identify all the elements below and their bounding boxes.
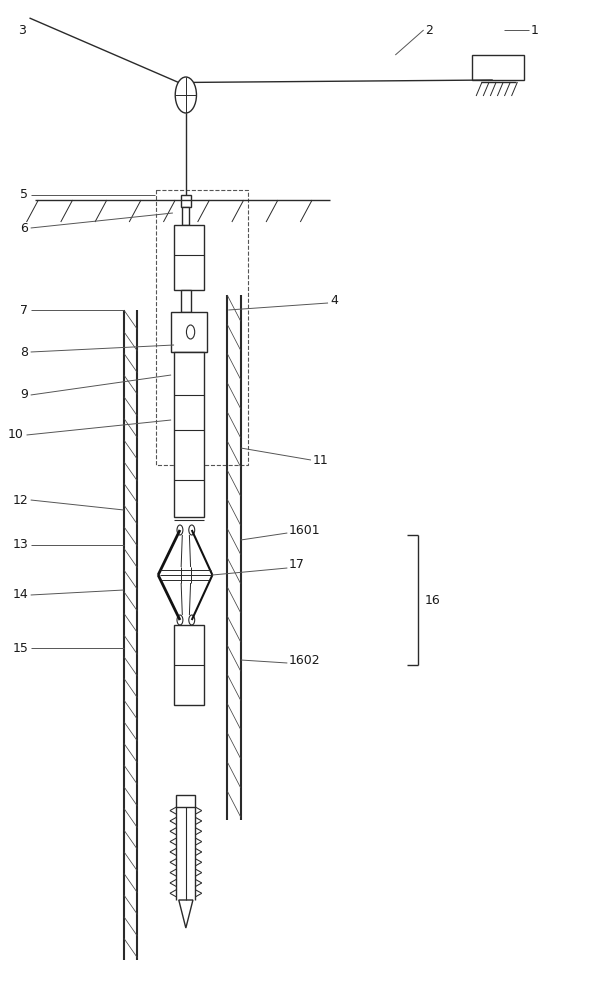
Polygon shape <box>179 900 193 928</box>
Text: 17: 17 <box>289 558 305 572</box>
Text: 3: 3 <box>18 23 25 36</box>
Text: 15: 15 <box>12 642 28 654</box>
Text: 16: 16 <box>425 594 441 606</box>
Bar <box>472 55 524 80</box>
Text: 8: 8 <box>20 346 28 359</box>
Text: 14: 14 <box>12 588 28 601</box>
Text: 12: 12 <box>12 493 28 506</box>
Text: 2: 2 <box>425 23 432 36</box>
Text: 7: 7 <box>20 304 28 316</box>
Bar <box>174 225 204 290</box>
Text: 9: 9 <box>21 388 28 401</box>
Bar <box>181 290 191 312</box>
Text: 1602: 1602 <box>289 654 321 666</box>
Text: 10: 10 <box>8 428 24 442</box>
Text: 13: 13 <box>12 538 28 552</box>
Text: 6: 6 <box>21 222 28 234</box>
Bar <box>182 207 189 225</box>
Bar <box>176 795 195 807</box>
Bar <box>174 625 204 705</box>
Bar <box>156 190 248 465</box>
Text: 1601: 1601 <box>289 524 321 536</box>
Bar <box>181 195 191 207</box>
Bar <box>174 352 204 517</box>
Bar <box>171 312 206 352</box>
Text: 4: 4 <box>330 294 338 306</box>
Text: 5: 5 <box>20 188 28 202</box>
Text: 1: 1 <box>531 23 539 36</box>
Text: 11: 11 <box>313 454 329 466</box>
